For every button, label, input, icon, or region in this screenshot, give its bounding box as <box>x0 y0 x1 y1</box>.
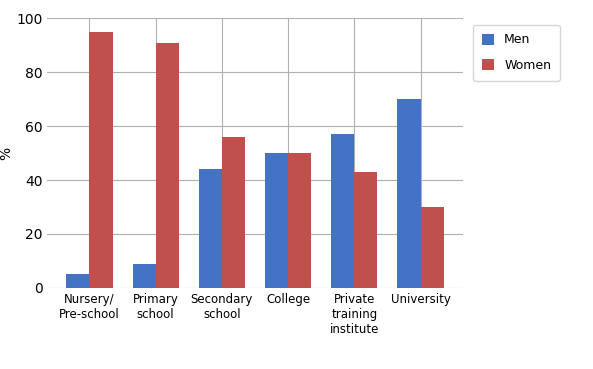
Bar <box>288 153 311 288</box>
Bar <box>265 153 288 288</box>
Bar <box>354 172 378 288</box>
Bar <box>90 32 113 288</box>
Bar <box>397 99 420 288</box>
Bar <box>222 137 245 288</box>
Y-axis label: %: % <box>0 146 14 160</box>
Legend: Men, Women: Men, Women <box>473 25 560 81</box>
Bar <box>420 207 444 288</box>
Bar <box>132 263 156 288</box>
Bar <box>199 169 222 288</box>
Bar <box>331 134 354 288</box>
Bar <box>66 275 90 288</box>
Bar <box>156 43 179 288</box>
